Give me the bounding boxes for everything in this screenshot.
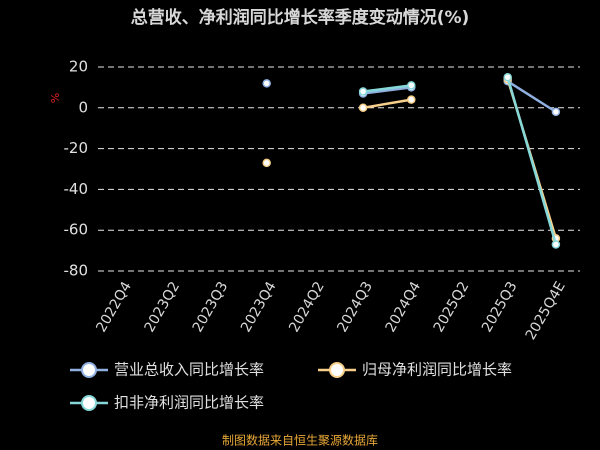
x-tick-label: 2025Q3 (479, 279, 521, 335)
legend-label: 营业总收入同比增长率 (114, 361, 264, 379)
data-point (407, 95, 416, 104)
x-tick-label: 2024Q3 (334, 279, 376, 335)
x-tick-label: 2022Q4 (93, 279, 135, 335)
data-point (262, 79, 271, 88)
y-tick-label: -40 (64, 180, 89, 198)
x-tick-label: 2025Q2 (431, 279, 473, 335)
x-tick-label: 2023Q3 (190, 279, 232, 335)
legend-marker (81, 395, 97, 411)
y-tick-label: -20 (64, 139, 89, 157)
legend-marker (81, 362, 97, 378)
data-point (551, 107, 561, 117)
data-point (551, 240, 561, 249)
x-tick-label: 2025Q4E (523, 279, 569, 343)
y-tick-label: -80 (64, 262, 89, 280)
chart-title: 总营收、净利润同比增长率季度变动情况(%) (131, 7, 470, 28)
series-line (362, 80, 557, 113)
y-tick-label: 20 (69, 58, 88, 76)
x-tick-label: 2023Q2 (142, 279, 184, 335)
data-point (407, 81, 416, 90)
x-tick-label: 2024Q4 (383, 279, 425, 335)
source-note: 制图数据来自恒生聚源数据库 (222, 433, 378, 448)
data-point (503, 72, 512, 82)
data-point (358, 103, 368, 113)
y-axis-label: % (48, 93, 61, 103)
x-tick-label: 2024Q2 (286, 279, 328, 335)
series-line (362, 76, 558, 245)
data-point (262, 158, 271, 168)
legend-label: 归母净利润同比增长率 (362, 361, 512, 379)
y-tick-label: -60 (64, 221, 89, 239)
data-point (358, 87, 368, 96)
legend-label: 扣非净利润同比增长率 (114, 394, 264, 412)
legend-marker (329, 362, 345, 378)
series-line (362, 78, 558, 239)
x-tick-label: 2023Q4 (238, 279, 280, 335)
y-tick-label: 0 (78, 98, 88, 116)
